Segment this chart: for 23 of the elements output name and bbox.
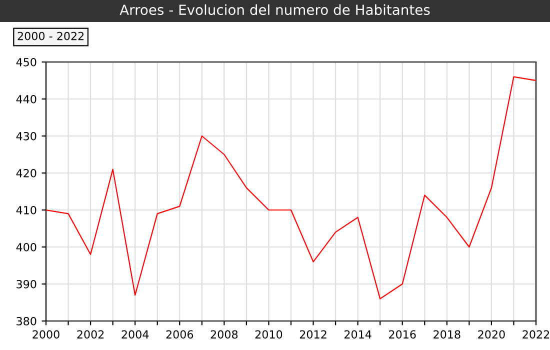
x-tick-label: 2014 bbox=[344, 330, 372, 339]
x-tick-label: 2006 bbox=[166, 330, 194, 339]
x-tick-label: 2004 bbox=[122, 330, 149, 339]
x-tick-label: 2002 bbox=[77, 330, 104, 339]
y-tick-label: 390 bbox=[16, 280, 36, 288]
x-tick-label: 2018 bbox=[434, 330, 460, 339]
x-tick-label: 2012 bbox=[300, 330, 326, 339]
line-series bbox=[46, 76, 536, 300]
chart-title: Arroes - Evolucion del numero de Habitantes bbox=[120, 4, 430, 16]
y-tick-label: 440 bbox=[16, 94, 36, 104]
y-tick-label: 400 bbox=[16, 242, 36, 252]
text: 2000 - 2022 bbox=[18, 32, 84, 40]
y-tick-label: 380 bbox=[16, 316, 36, 326]
x-tick-label: 2000 bbox=[32, 330, 60, 339]
x-tick-label: 2020 bbox=[478, 330, 505, 339]
y-tick-label: 430 bbox=[16, 132, 36, 140]
y-tick-label: 450 bbox=[16, 58, 36, 66]
x-tick-label: 2016 bbox=[389, 330, 416, 339]
y-tick-label: 410 bbox=[16, 206, 36, 214]
x-tick-label: 2010 bbox=[255, 330, 282, 339]
y-tick-label: 420 bbox=[16, 168, 36, 178]
x-tick-label: 2008 bbox=[210, 330, 238, 339]
x-tick-label: 2022 bbox=[522, 330, 550, 339]
